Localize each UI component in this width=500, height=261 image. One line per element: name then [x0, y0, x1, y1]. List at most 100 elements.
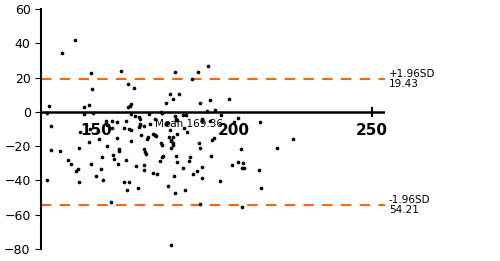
- Point: [170, 135, 177, 139]
- Point: [125, 127, 133, 132]
- Point: [131, 114, 139, 118]
- Point: [162, 122, 170, 126]
- Point: [186, 155, 194, 159]
- Point: [99, 178, 107, 182]
- Point: [172, 160, 180, 164]
- Point: [166, 138, 174, 143]
- Point: [182, 130, 190, 134]
- Point: [256, 186, 264, 190]
- Point: [167, 145, 175, 150]
- Point: [179, 165, 187, 170]
- Point: [114, 136, 122, 140]
- Point: [140, 168, 148, 172]
- Point: [92, 174, 100, 178]
- Point: [174, 132, 182, 136]
- Point: [80, 112, 88, 116]
- Point: [80, 105, 88, 109]
- Point: [84, 103, 92, 107]
- Point: [274, 146, 281, 150]
- Point: [75, 146, 83, 150]
- Point: [206, 118, 214, 123]
- Point: [189, 172, 197, 176]
- Point: [94, 137, 102, 141]
- Point: [216, 179, 224, 183]
- Point: [166, 128, 173, 133]
- Point: [198, 165, 206, 169]
- Text: 19.43: 19.43: [389, 79, 419, 89]
- Point: [122, 118, 130, 123]
- Point: [148, 171, 156, 175]
- Point: [106, 200, 114, 204]
- Point: [136, 117, 144, 121]
- Point: [56, 149, 64, 153]
- Point: [127, 128, 135, 132]
- Point: [145, 112, 153, 116]
- Point: [140, 150, 148, 154]
- Point: [180, 126, 188, 130]
- Point: [255, 168, 263, 172]
- Point: [182, 112, 190, 117]
- Point: [238, 166, 246, 170]
- Point: [188, 77, 196, 81]
- Point: [185, 159, 193, 163]
- Text: 250: 250: [356, 123, 388, 138]
- Point: [152, 134, 160, 138]
- Point: [135, 115, 143, 119]
- Point: [45, 104, 53, 108]
- Point: [136, 133, 144, 138]
- Point: [158, 155, 166, 159]
- Point: [42, 111, 50, 115]
- Point: [206, 98, 214, 102]
- Point: [149, 132, 157, 136]
- Point: [68, 162, 76, 166]
- Point: [163, 121, 171, 125]
- Point: [151, 133, 159, 137]
- Point: [169, 143, 177, 147]
- Point: [179, 112, 187, 117]
- Text: 150: 150: [80, 123, 112, 138]
- Point: [48, 147, 56, 152]
- Point: [230, 120, 238, 124]
- Point: [170, 114, 178, 118]
- Point: [211, 108, 219, 112]
- Point: [75, 180, 83, 184]
- Point: [128, 112, 136, 116]
- Point: [102, 144, 110, 148]
- Point: [171, 70, 179, 74]
- Point: [140, 123, 148, 128]
- Point: [172, 117, 180, 121]
- Point: [123, 188, 131, 192]
- Point: [156, 141, 164, 145]
- Text: +1.96SD: +1.96SD: [389, 69, 436, 79]
- Point: [72, 169, 80, 173]
- Point: [47, 124, 55, 128]
- Text: -1.96SD: -1.96SD: [389, 195, 430, 205]
- Point: [122, 158, 130, 162]
- Point: [172, 154, 180, 158]
- Point: [162, 101, 170, 105]
- Point: [140, 147, 148, 151]
- Point: [239, 161, 247, 165]
- Point: [114, 162, 122, 166]
- Point: [94, 129, 102, 133]
- Point: [134, 124, 142, 129]
- Point: [288, 137, 296, 141]
- Point: [136, 122, 144, 126]
- Point: [169, 96, 177, 100]
- Point: [158, 143, 166, 147]
- Point: [210, 136, 218, 140]
- Point: [88, 87, 96, 92]
- Point: [234, 116, 241, 120]
- Point: [103, 123, 111, 127]
- Point: [166, 92, 174, 96]
- Point: [76, 130, 84, 134]
- Point: [236, 147, 244, 151]
- Point: [194, 169, 202, 174]
- Point: [170, 174, 178, 178]
- Point: [234, 160, 242, 164]
- Point: [208, 137, 216, 141]
- Point: [198, 117, 205, 121]
- Text: Mean 169.36: Mean 169.36: [155, 119, 223, 129]
- Point: [142, 137, 150, 141]
- Point: [74, 167, 82, 171]
